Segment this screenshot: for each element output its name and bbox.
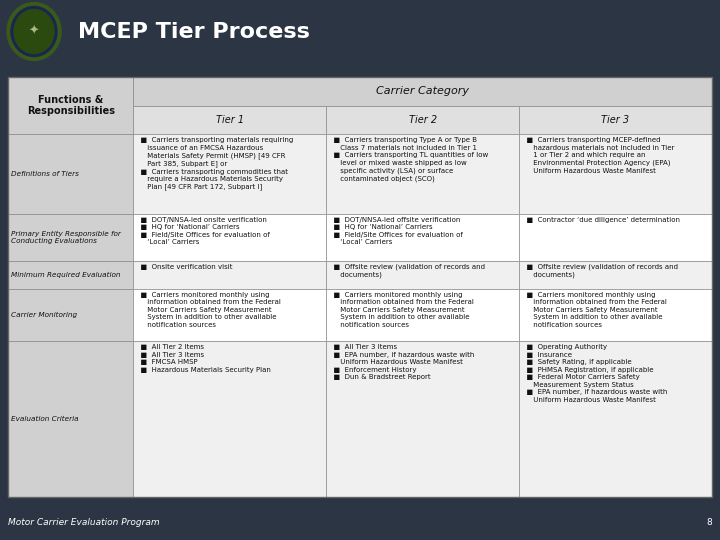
Bar bbox=[519, 261, 712, 289]
Bar bbox=[133, 341, 326, 497]
Text: Tier 1: Tier 1 bbox=[216, 115, 244, 125]
Text: ■  Operating Authority
  ■  Insurance
  ■  Safety Rating, if applicable
  ■  PHM: ■ Operating Authority ■ Insurance ■ Safe… bbox=[522, 345, 667, 403]
Text: Carrier Category: Carrier Category bbox=[376, 86, 469, 96]
Bar bbox=[8, 341, 133, 497]
Text: Primary Entity Responsible for
Conducting Evaluations: Primary Entity Responsible for Conductin… bbox=[11, 231, 121, 244]
Ellipse shape bbox=[7, 3, 61, 60]
Ellipse shape bbox=[14, 10, 54, 53]
Bar bbox=[133, 77, 712, 105]
Text: ■  Carriers transporting MCEP-defined
     hazardous materials not included in T: ■ Carriers transporting MCEP-defined haz… bbox=[522, 137, 675, 174]
Text: ■  Carriers transporting Type A or Type B
     Class 7 materials not included in: ■ Carriers transporting Type A or Type B… bbox=[329, 137, 488, 181]
Text: Evaluation Criteria: Evaluation Criteria bbox=[11, 416, 78, 422]
Text: ■  Carriers transporting materials requiring
     issuance of an FMCSA Hazardous: ■ Carriers transporting materials requir… bbox=[136, 137, 294, 191]
Bar bbox=[519, 105, 712, 134]
Text: Functions &
Responsibilities: Functions & Responsibilities bbox=[27, 94, 114, 116]
Text: ■  Carriers monitored monthly using
     information obtained from the Federal
 : ■ Carriers monitored monthly using infor… bbox=[136, 292, 282, 328]
Bar bbox=[519, 134, 712, 214]
Text: ■  Offsite review (validation of records and
     documents): ■ Offsite review (validation of records … bbox=[522, 264, 678, 278]
Text: MCEP Tier Process: MCEP Tier Process bbox=[78, 22, 310, 42]
Text: ■  All Tier 3 Items
  ■  EPA number, if hazardous waste with
     Uniform Hazard: ■ All Tier 3 Items ■ EPA number, if haza… bbox=[329, 345, 474, 380]
Bar bbox=[326, 289, 519, 341]
Bar bbox=[8, 134, 133, 214]
Text: Motor Carrier Evaluation Program: Motor Carrier Evaluation Program bbox=[8, 518, 160, 527]
Text: ■  DOT/NNSA-led offsite verification
  ■  HQ for ‘National’ Carriers
  ■  Field/: ■ DOT/NNSA-led offsite verification ■ HQ… bbox=[329, 217, 463, 246]
Bar bbox=[133, 105, 326, 134]
Bar bbox=[8, 261, 133, 289]
Bar bbox=[519, 341, 712, 497]
Text: Carrier Monitoring: Carrier Monitoring bbox=[11, 312, 77, 318]
Text: Tier 3: Tier 3 bbox=[601, 115, 629, 125]
Bar bbox=[8, 77, 133, 134]
Bar bbox=[326, 261, 519, 289]
Text: Tier 2: Tier 2 bbox=[408, 115, 437, 125]
Bar bbox=[519, 289, 712, 341]
Bar bbox=[133, 261, 326, 289]
Text: ■  Carriers monitored monthly using
     information obtained from the Federal
 : ■ Carriers monitored monthly using infor… bbox=[522, 292, 667, 328]
Text: 8: 8 bbox=[706, 518, 712, 527]
Text: ■  Offsite review (validation of records and
     documents): ■ Offsite review (validation of records … bbox=[329, 264, 485, 278]
Bar bbox=[133, 214, 326, 261]
Bar bbox=[133, 289, 326, 341]
Bar bbox=[8, 289, 133, 341]
Bar bbox=[326, 105, 519, 134]
Bar bbox=[326, 341, 519, 497]
Text: ■  Contractor ‘due diligence’ determination: ■ Contractor ‘due diligence’ determinati… bbox=[522, 217, 680, 223]
Bar bbox=[8, 214, 133, 261]
Text: ■  Carriers monitored monthly using
     information obtained from the Federal
 : ■ Carriers monitored monthly using infor… bbox=[329, 292, 474, 328]
Text: ■  All Tier 2 Items
  ■  All Tier 3 Items
  ■  FMCSA HMSP
  ■  Hazardous Materia: ■ All Tier 2 Items ■ All Tier 3 Items ■ … bbox=[136, 345, 271, 373]
Bar bbox=[133, 134, 326, 214]
Text: ✦: ✦ bbox=[29, 25, 40, 38]
Bar bbox=[326, 134, 519, 214]
Text: Definitions of Tiers: Definitions of Tiers bbox=[11, 171, 79, 177]
Text: ■  Onsite verification visit: ■ Onsite verification visit bbox=[136, 264, 233, 269]
Ellipse shape bbox=[11, 6, 57, 57]
Text: Minimum Required Evaluation: Minimum Required Evaluation bbox=[11, 272, 120, 278]
Text: ■  DOT/NNSA-led onsite verification
  ■  HQ for ‘National’ Carriers
  ■  Field/S: ■ DOT/NNSA-led onsite verification ■ HQ … bbox=[136, 217, 270, 246]
Bar bbox=[326, 214, 519, 261]
Bar bbox=[519, 214, 712, 261]
